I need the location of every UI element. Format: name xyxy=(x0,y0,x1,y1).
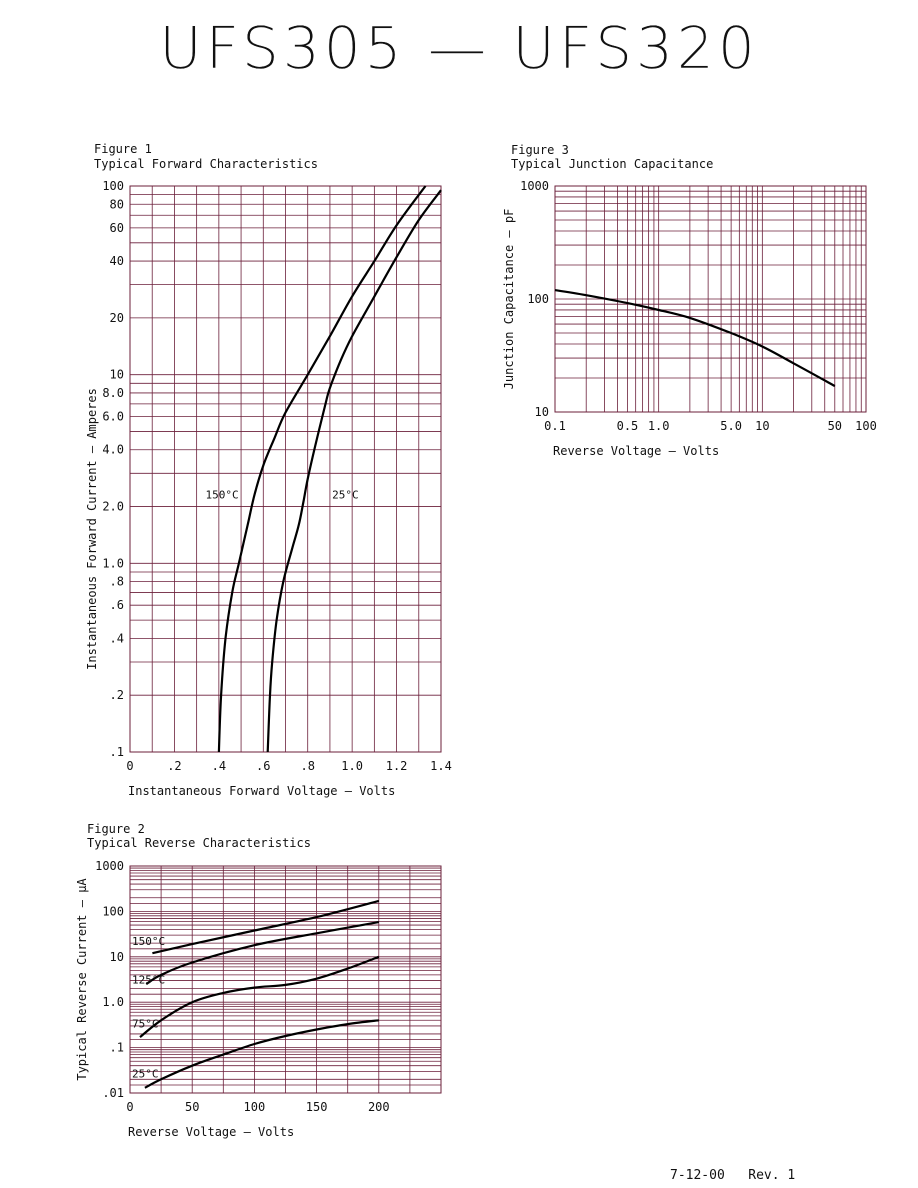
figure-1-title: Typical Forward Characteristics xyxy=(94,157,318,171)
figure-1-y-tick-label: 100 xyxy=(102,179,124,193)
figure-3-x-tick-label: 0.5 xyxy=(617,419,639,433)
figure-2-x-tick-label: 150 xyxy=(306,1100,328,1114)
figure-3-frame xyxy=(554,185,867,413)
figure-1-x-tick-label: 0 xyxy=(126,759,133,773)
figure-2-y-tick-label: 1.0 xyxy=(102,995,124,1009)
figure-3-x-tick-label: 0.1 xyxy=(544,419,566,433)
figure-1-x-tick-label: .6 xyxy=(256,759,270,773)
figure-2-y-tick-label: 100 xyxy=(102,904,124,918)
figure-2-grid xyxy=(129,865,442,1094)
figure-3-label: Figure 3 xyxy=(511,143,569,157)
figure-1-y-tick-label: .4 xyxy=(110,631,124,645)
figure-1-x-axis-title: Instantaneous Forward Voltage — Volts xyxy=(128,784,395,798)
figure-2-series-0-line xyxy=(152,899,380,955)
figure-3-y-tick-label: 1000 xyxy=(520,179,549,193)
figure-1-x-tick-label: .4 xyxy=(212,759,226,773)
figure-1-x-tick-label: .8 xyxy=(300,759,314,773)
figure-3-y-tick-label: 10 xyxy=(535,405,549,419)
figure-1-y-tick-label: 8.0 xyxy=(102,386,124,400)
figure-3-x-tick-label: 1.0 xyxy=(648,419,670,433)
figure-1-series-0-line xyxy=(217,185,427,753)
figure-1-series-1-label: 25°C xyxy=(332,489,359,502)
figure-3-title: Typical Junction Capacitance xyxy=(511,157,714,171)
figure-1-series-0-label: 150°C xyxy=(206,489,239,502)
figure-2-y-tick-label: .1 xyxy=(110,1041,124,1055)
figure-1-y-tick-label: .8 xyxy=(110,575,124,589)
figure-2-y-tick-label: 1000 xyxy=(95,859,124,873)
figure-2-series-1-line xyxy=(145,921,379,986)
figure-2-frame xyxy=(129,865,442,1094)
figure-2-y-tick-label: 10 xyxy=(110,950,124,964)
figure-3-y-axis-title: Junction Capacitance — pF xyxy=(502,209,516,390)
figure-1-x-tick-label: 1.4 xyxy=(430,759,452,773)
figure-1-y-tick-label: .6 xyxy=(110,598,124,612)
figure-2-series-3-line xyxy=(144,1019,379,1089)
figure-1-y-axis-title: Instantaneous Forward Current — Amperes xyxy=(85,388,99,670)
figure-1-x-tick-label: 1.0 xyxy=(341,759,363,773)
figure-2-x-tick-label: 50 xyxy=(185,1100,199,1114)
figure-3-x-tick-label: 10 xyxy=(755,419,769,433)
figure-3-x-tick-label: 50 xyxy=(828,419,842,433)
figure-1-y-tick-label: .1 xyxy=(110,745,124,759)
footer-revision: 7-12-00 Rev. 1 xyxy=(670,1168,796,1183)
figure-1-y-tick-label: 10 xyxy=(110,368,124,382)
figure-2-y-axis-title: Typical Reverse Current — µA xyxy=(75,878,89,1081)
figure-1-y-tick-label: 6.0 xyxy=(102,410,124,424)
figure-2-title: Typical Reverse Characteristics xyxy=(87,836,311,850)
figure-2-series-2-line xyxy=(139,955,380,1038)
figure-1-y-tick-label: 40 xyxy=(110,254,124,268)
figure-2-series-1-label: 125°C xyxy=(132,973,165,986)
figure-2-label: Figure 2 xyxy=(87,822,145,836)
figure-3-y-tick-label: 100 xyxy=(527,292,549,306)
figure-1-x-tick-label: .2 xyxy=(167,759,181,773)
figure-1-y-tick-label: 80 xyxy=(110,197,124,211)
figure-3-x-tick-label: 5.0 xyxy=(720,419,742,433)
figure-1-label: Figure 1 xyxy=(94,142,152,156)
figure-1-x-tick-label: 1.2 xyxy=(386,759,408,773)
figure-1-y-tick-label: 4.0 xyxy=(102,443,124,457)
figure-1-y-tick-label: 60 xyxy=(110,221,124,235)
figure-1-frame xyxy=(129,185,442,753)
figure-1-series-1-line xyxy=(266,189,442,753)
figure-1-y-tick-label: 20 xyxy=(110,311,124,325)
figure-2-series-3-label: 25°C xyxy=(132,1067,159,1080)
figure-2-x-tick-label: 0 xyxy=(126,1100,133,1114)
figure-1-grid xyxy=(129,185,442,753)
page-title: UFS305 — UFS320 xyxy=(159,14,759,82)
figure-2-x-tick-label: 200 xyxy=(368,1100,390,1114)
figure-3-series-0-line xyxy=(554,289,836,387)
figure-3-x-tick-label: 100 xyxy=(855,419,877,433)
figure-1-y-tick-label: .2 xyxy=(110,688,124,702)
figure-1-y-tick-label: 2.0 xyxy=(102,500,124,514)
figure-2-series-2-label: 75°C xyxy=(132,1017,159,1030)
figure-2-y-tick-label: .01 xyxy=(102,1086,124,1100)
figure-2-x-tick-label: 100 xyxy=(244,1100,266,1114)
figure-2-x-axis-title: Reverse Voltage — Volts xyxy=(128,1125,294,1139)
figure-1-y-tick-label: 1.0 xyxy=(102,556,124,570)
figure-2-series-0-label: 150°C xyxy=(132,935,165,948)
figure-3-x-axis-title: Reverse Voltage — Volts xyxy=(553,444,719,458)
